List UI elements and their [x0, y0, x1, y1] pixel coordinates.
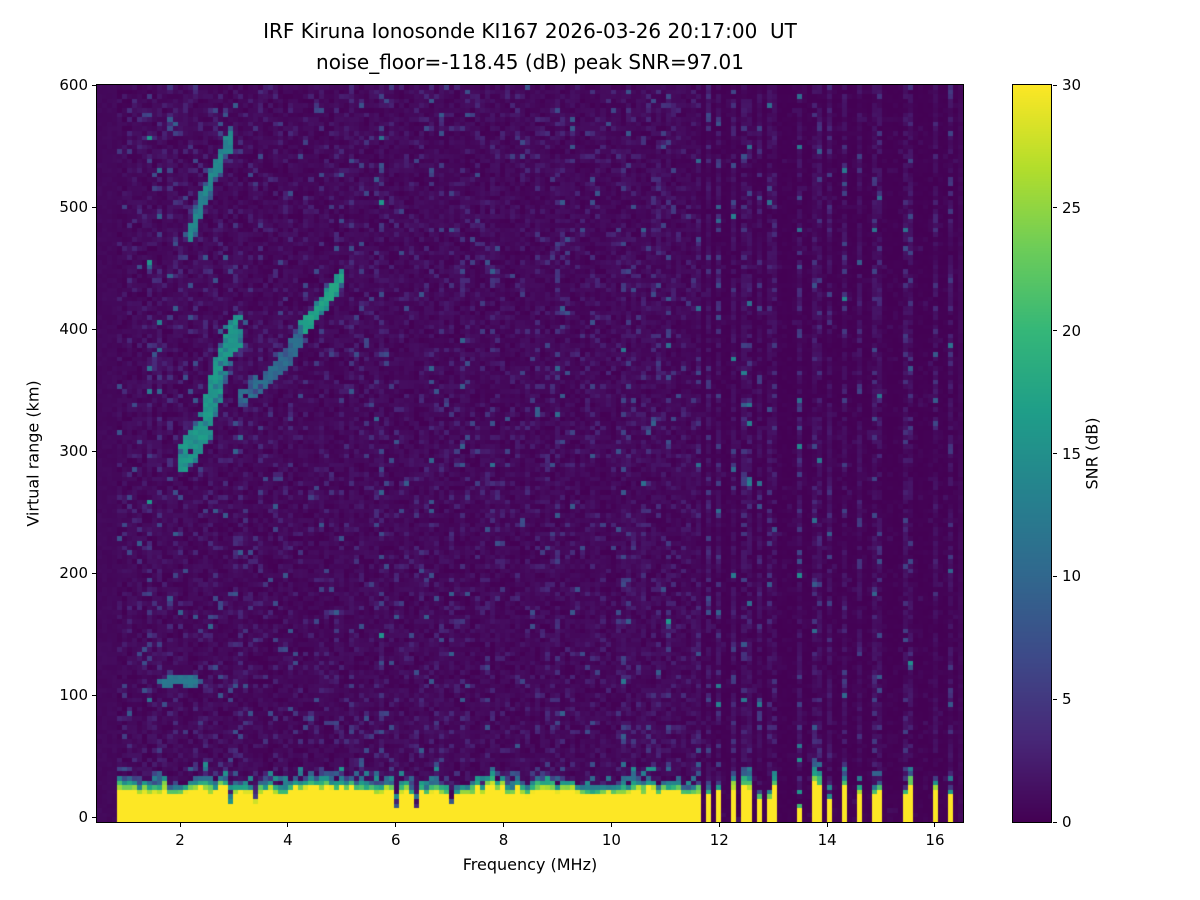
y-tick-label: 100 — [59, 686, 88, 705]
x-tick-label: 2 — [175, 831, 185, 849]
y-tick-label: 400 — [59, 320, 88, 339]
colorbar-tick-mark — [1053, 207, 1057, 209]
colorbar — [1012, 84, 1052, 823]
y-tick-mark — [92, 694, 96, 696]
y-tick-mark — [92, 816, 96, 818]
x-tick-mark — [718, 823, 720, 827]
colorbar-tick-label: 25 — [1062, 198, 1082, 217]
y-tick-mark — [92, 206, 96, 208]
x-tick-label: 14 — [817, 831, 837, 849]
y-tick-label: 500 — [59, 198, 88, 217]
y-tick-mark — [92, 328, 96, 330]
colorbar-tick-mark — [1053, 698, 1057, 700]
x-tick-label: 8 — [498, 831, 509, 849]
colorbar-tick-label: 15 — [1062, 444, 1082, 463]
x-tick-mark — [395, 823, 397, 827]
x-tick-mark — [934, 823, 936, 827]
x-tick-label: 4 — [283, 831, 293, 849]
x-tick-mark — [503, 823, 505, 827]
colorbar-tick-mark — [1053, 821, 1057, 823]
colorbar-tick-mark — [1053, 84, 1057, 86]
x-axis-label: Frequency (MHz) — [462, 855, 598, 874]
colorbar-tick-mark — [1053, 575, 1057, 577]
x-tick-label: 10 — [601, 831, 621, 849]
title-block: IRF Kiruna Ionosonde KI167 2026-03-26 20… — [97, 16, 963, 78]
y-tick-label: 200 — [59, 564, 88, 583]
x-tick-label: 6 — [390, 831, 401, 849]
colorbar-tick-label: 30 — [1062, 76, 1082, 94]
y-tick-label: 0 — [78, 808, 88, 827]
colorbar-tick-mark — [1053, 453, 1057, 454]
y-tick-label: 600 — [59, 76, 88, 94]
x-tick-label: 16 — [925, 831, 945, 849]
chart-title: IRF Kiruna Ionosonde KI167 2026-03-26 20… — [263, 19, 797, 43]
x-tick-label: 12 — [709, 831, 729, 849]
x-tick-mark — [610, 823, 612, 827]
ionogram-heatmap — [96, 84, 964, 823]
x-tick-mark — [179, 823, 181, 827]
y-tick-mark — [92, 84, 96, 86]
chart-subtitle: noise_floor=-118.45 (dB) peak SNR=97.01 — [316, 50, 744, 74]
colorbar-tick-mark — [1053, 330, 1057, 332]
y-tick-mark — [92, 572, 96, 574]
y-tick-mark — [92, 450, 96, 452]
colorbar-tick-label: 5 — [1062, 690, 1072, 709]
x-tick-mark — [287, 823, 289, 827]
colorbar-tick-label: 20 — [1062, 321, 1082, 340]
y-tick-label: 300 — [59, 442, 88, 461]
colorbar-tick-label: 10 — [1062, 567, 1082, 586]
colorbar-tick-label: 0 — [1062, 813, 1072, 831]
x-tick-mark — [826, 823, 828, 827]
